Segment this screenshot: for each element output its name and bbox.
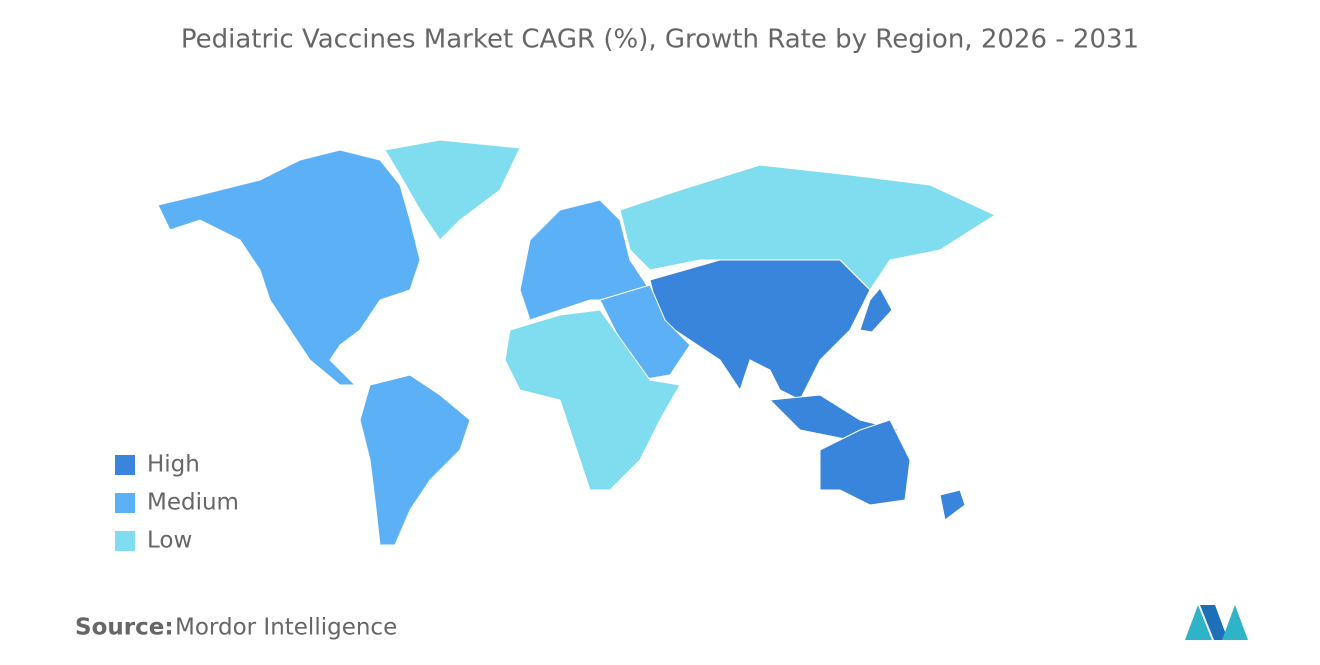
- legend: High Medium Low: [115, 452, 239, 554]
- north-america: [157, 149, 421, 386]
- africa: [504, 309, 681, 491]
- australia: [819, 419, 911, 506]
- greenland: [384, 139, 521, 241]
- asia: [649, 259, 871, 401]
- south-america: [359, 374, 471, 546]
- source-text: Mordor Intelligence: [175, 615, 397, 641]
- logo-shape: [1185, 605, 1212, 640]
- legend-label: Low: [147, 528, 192, 554]
- logo: [1185, 605, 1248, 640]
- new-zealand: [939, 489, 966, 521]
- world-map: [157, 139, 997, 546]
- japan: [859, 287, 893, 333]
- legend-swatch: [115, 493, 135, 513]
- legend-swatch: [115, 531, 135, 551]
- logo-shape: [1222, 605, 1248, 640]
- legend-label: Medium: [147, 490, 239, 516]
- title: Pediatric Vaccines Market CAGR (%), Grow…: [181, 25, 1139, 55]
- legend-label: High: [147, 452, 200, 478]
- north-asia: [619, 164, 997, 291]
- legend-swatch: [115, 455, 135, 475]
- logo-shape: [1200, 605, 1228, 640]
- source-label: Source:: [75, 615, 174, 641]
